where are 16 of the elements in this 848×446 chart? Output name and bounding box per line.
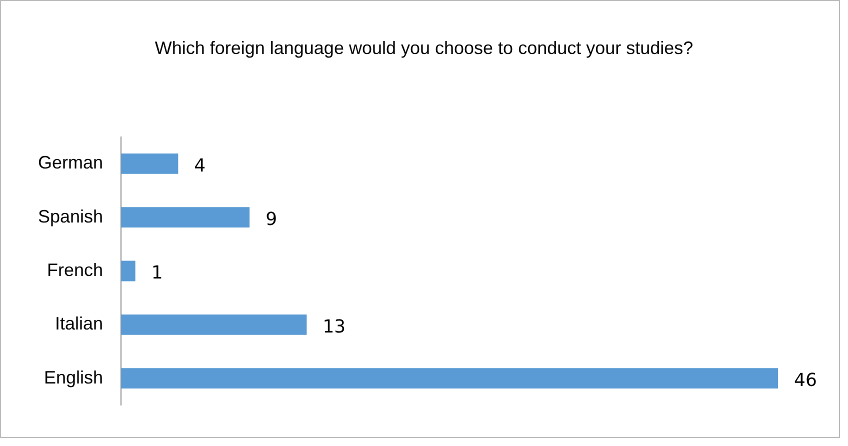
bar — [121, 260, 136, 282]
data-label: 4 — [194, 155, 206, 176]
data-label: 46 — [794, 370, 817, 392]
data-label: 9 — [266, 208, 278, 230]
bar — [121, 314, 307, 335]
chart-title: Which foreign language would you choose to conduct your studies? — [154, 37, 694, 59]
bar — [121, 368, 778, 389]
data-label: 13 — [322, 316, 346, 338]
bar — [121, 207, 250, 228]
y-tick-label: English — [44, 367, 104, 388]
bar — [121, 153, 178, 174]
data-label: 1 — [151, 262, 163, 284]
y-tick-label: German — [38, 152, 104, 173]
y-tick-label: Italian — [55, 314, 104, 334]
y-tick-label: French — [47, 260, 104, 280]
y-tick-label: Spanish — [38, 206, 104, 226]
